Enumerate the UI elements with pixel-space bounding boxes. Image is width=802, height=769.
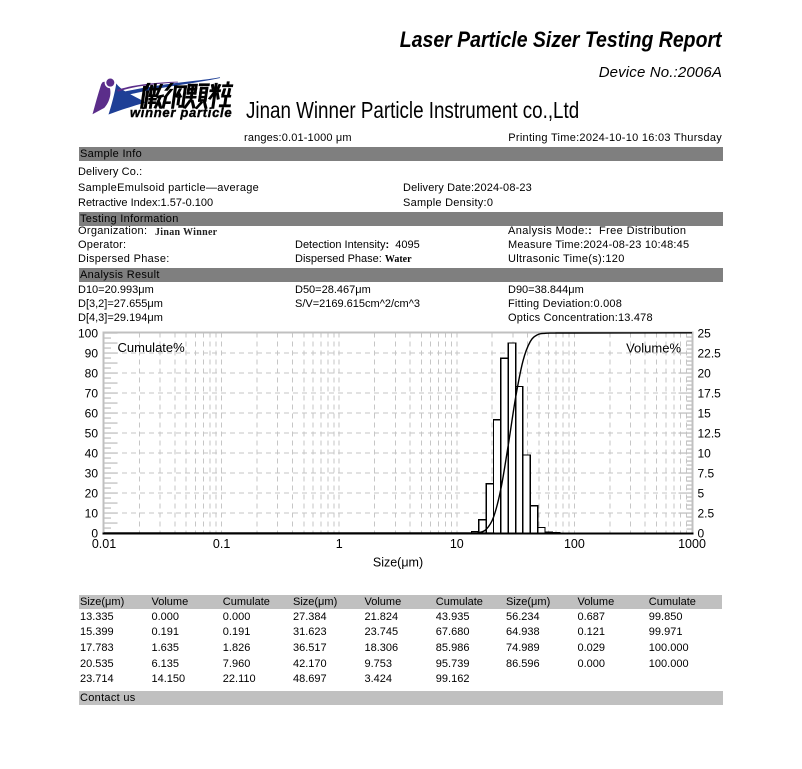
svg-text:0: 0 — [91, 526, 98, 540]
svg-text:Cumulate%: Cumulate% — [118, 340, 186, 355]
svg-text:80: 80 — [85, 366, 99, 380]
svg-text:Size(μm): Size(μm) — [373, 556, 423, 570]
svg-text:50: 50 — [85, 426, 99, 440]
svg-text:20: 20 — [698, 366, 712, 380]
svg-text:20: 20 — [85, 486, 99, 500]
svg-text:100: 100 — [78, 326, 98, 340]
svg-text:Volume%: Volume% — [626, 341, 681, 356]
svg-text:5: 5 — [698, 486, 705, 500]
svg-text:17.5: 17.5 — [698, 386, 722, 400]
svg-text:22.5: 22.5 — [698, 346, 722, 360]
svg-text:12.5: 12.5 — [698, 426, 722, 440]
svg-text:15: 15 — [698, 406, 712, 420]
svg-text:100: 100 — [564, 537, 585, 551]
svg-text:40: 40 — [85, 446, 99, 460]
svg-text:10: 10 — [450, 537, 464, 551]
svg-text:1: 1 — [336, 537, 343, 551]
svg-text:0: 0 — [698, 526, 705, 540]
svg-text:60: 60 — [85, 406, 99, 420]
svg-text:70: 70 — [85, 386, 99, 400]
svg-text:30: 30 — [85, 466, 99, 480]
svg-text:2.5: 2.5 — [698, 506, 715, 520]
svg-text:1000: 1000 — [678, 537, 706, 551]
svg-text:25: 25 — [698, 326, 712, 340]
svg-text:0.01: 0.01 — [92, 537, 116, 551]
svg-text:10: 10 — [85, 506, 99, 520]
svg-text:0.1: 0.1 — [213, 537, 230, 551]
svg-text:90: 90 — [85, 346, 99, 360]
svg-text:7.5: 7.5 — [698, 466, 715, 480]
svg-text:10: 10 — [698, 446, 712, 460]
